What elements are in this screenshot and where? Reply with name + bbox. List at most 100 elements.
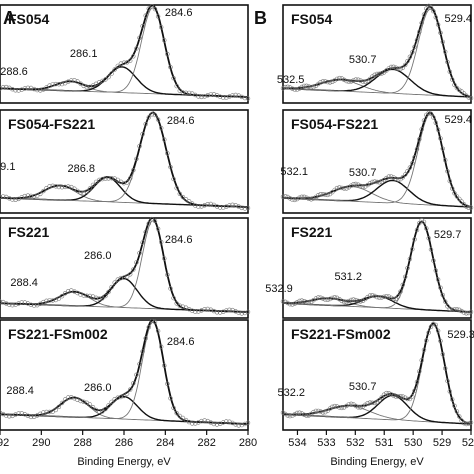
data-point [294,300,300,305]
data-point [445,59,450,65]
data-point [143,229,148,235]
data-point [162,137,167,142]
data-point [174,83,179,89]
data-point [28,85,34,91]
component-peak-286.0 [0,395,249,425]
peak-label: 532.2 [278,387,306,399]
data-point [221,205,226,210]
data-point [302,299,307,304]
data-point [221,95,226,100]
data-point [290,86,295,91]
x-tick-label: 528 [462,437,474,449]
data-point [370,293,375,298]
data-point [112,67,117,72]
data-point [388,295,394,300]
data-point [59,185,65,190]
data-point [428,324,434,329]
data-point [370,179,375,185]
data-point [407,256,413,262]
data-point [44,298,49,303]
data-point [245,96,251,101]
x-tick-label: 531 [375,437,393,449]
data-point [165,272,170,277]
data-point [365,401,370,406]
data-point [341,299,347,305]
data-point [405,396,410,402]
data-point [171,176,176,182]
data-point [137,144,142,149]
data-point [90,182,96,188]
data-point [464,421,469,427]
data-point [450,186,455,191]
data-point [131,267,136,272]
data-point [134,260,139,265]
data-point [384,294,389,299]
data-point [363,184,368,189]
data-point [72,186,77,191]
data-point [367,181,373,186]
data-point [183,197,189,202]
data-point [339,76,344,81]
data-point [87,186,93,191]
data-point [174,411,179,416]
data-point [428,4,434,10]
data-point [177,303,183,308]
component-peak-288.4 [0,291,249,313]
data-point [304,83,309,89]
data-point [353,403,358,409]
data-point [190,421,195,426]
data-point [211,421,217,427]
data-point [146,221,152,226]
data-point [318,192,323,197]
data-point [100,176,105,182]
component-peak-288.4 [0,397,249,425]
data-point [193,309,198,314]
data-point [433,268,438,273]
x-tick-label: 288 [73,437,91,449]
data-point [386,174,391,179]
data-point [360,79,366,84]
data-point [309,197,314,202]
data-point [121,181,127,186]
data-point [349,401,354,406]
data-point [445,304,450,309]
data-point [47,184,52,189]
data-point [325,79,330,85]
data-point [59,81,65,87]
data-point [334,404,340,409]
data-point [410,49,415,55]
data-point [205,202,210,207]
data-point [304,299,309,305]
x-tick-label: 290 [32,437,50,449]
data-point [426,330,431,335]
x-tick-label: 292 [0,437,9,449]
data-point [285,413,290,418]
data-point [372,293,377,299]
data-point [447,69,452,74]
data-point [106,289,111,295]
data-point [56,81,62,87]
data-point [285,194,290,200]
data-point [171,295,176,301]
data-point [443,157,448,163]
data-point [56,296,62,301]
data-point [367,293,373,298]
data-point [196,204,201,209]
data-point [140,131,145,137]
data-point [344,78,349,84]
data-point [325,192,330,198]
data-point [440,352,445,357]
data-point [304,413,309,418]
data-point [431,321,436,326]
data-point [292,197,297,203]
subplot-fs221: FS221 288.4 286.0 284.6 [0,216,251,319]
data-point [134,156,139,162]
data-point [155,14,161,19]
data-point [118,61,124,66]
subplot-frame [282,4,472,104]
data-point [388,64,394,70]
data-point [412,237,417,242]
data-point [112,280,117,285]
data-point [290,302,295,307]
data-point [41,410,46,415]
